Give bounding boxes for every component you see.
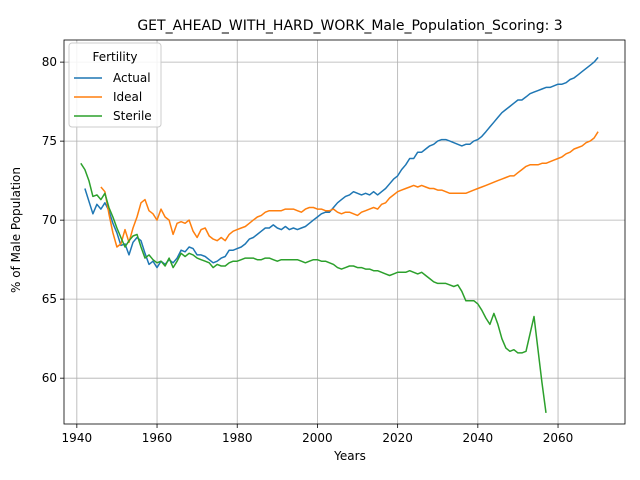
y-tick-label: 60 [42, 371, 57, 385]
y-axis-label: % of Male Population [9, 167, 23, 293]
grid-lines [64, 40, 625, 424]
x-tick-label: 1940 [62, 431, 93, 445]
legend-label-ideal: Ideal [113, 90, 142, 104]
legend-box [68, 42, 162, 128]
legend-items: Actual Ideal Sterile [74, 71, 152, 123]
x-tick-label: 1960 [142, 431, 173, 445]
legend-label-sterile: Sterile [113, 109, 152, 123]
x-tick-label: 2000 [302, 431, 333, 445]
x-tick-label: 2060 [543, 431, 574, 445]
y-tick-label: 70 [42, 213, 57, 227]
series-line-sterile [80, 162, 547, 413]
chart-title: GET_AHEAD_WITH_HARD_WORK_Male_Population… [137, 18, 562, 34]
x-tick-label: 2020 [382, 431, 413, 445]
x-axis-ticks: 1940 1960 1980 2000 2020 2040 2060 [62, 424, 574, 445]
legend: Fertility Actual Ideal Sterile [68, 42, 162, 128]
y-tick-label: 80 [42, 55, 57, 69]
x-tick-label: 1980 [222, 431, 253, 445]
series-line-ideal [100, 131, 599, 248]
legend-label-actual: Actual [113, 71, 151, 85]
y-tick-label: 65 [42, 292, 57, 306]
plot-frame [63, 39, 626, 425]
x-tick-label: 2040 [463, 431, 494, 445]
legend-title: Fertility [92, 50, 137, 64]
series-layer [80, 56, 599, 413]
y-axis-ticks: 60 65 70 75 80 [42, 55, 64, 385]
x-axis-label: Years [333, 449, 366, 463]
y-tick-label: 75 [42, 134, 57, 148]
